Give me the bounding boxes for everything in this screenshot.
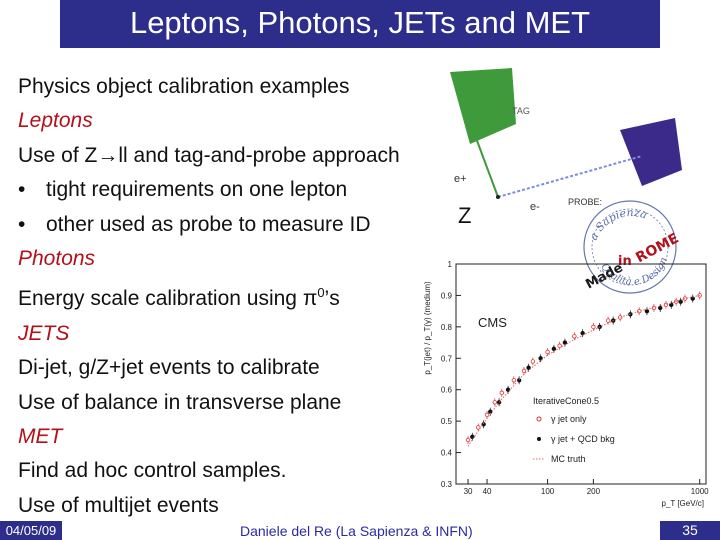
tag-label: TAG: [512, 106, 530, 116]
line-text: Use of multijet events: [18, 493, 219, 517]
probe-label: PROBE:: [568, 197, 602, 207]
section-heading: MET: [18, 420, 478, 454]
line-text: MET: [18, 425, 63, 449]
slide-body: Physics object calibration examples Lepto…: [18, 70, 478, 523]
y-tick-label: 0.9: [441, 291, 453, 300]
x-tick-label: 100: [541, 487, 555, 496]
text-line: Use of Z→ll and tag-and-probe approach: [18, 139, 478, 173]
line-superscript: 0: [317, 285, 325, 301]
y-tick-label: 0.7: [441, 354, 453, 363]
text-line: Use of multijet events: [18, 489, 478, 523]
footer-author: Daniele del Re (La Sapienza & INFN): [240, 523, 473, 539]
line-text: Find ad hoc control samples.: [18, 459, 287, 483]
line-text: Photons: [18, 247, 96, 271]
y-tick-label: 0.8: [441, 323, 453, 332]
e-minus-track: [497, 155, 643, 198]
data-point-gamma-jet: [492, 400, 498, 405]
line-text: Physics object calibration examples: [18, 75, 350, 98]
data-point-gamma-jet: [476, 425, 481, 430]
legend-entry: MC truth: [551, 454, 586, 464]
data-point-gamma-jet: [484, 412, 490, 418]
line-text: tight requirements on one lepton: [46, 178, 348, 202]
data-point-gamma-jet: [557, 343, 562, 348]
x-tick-label: 1000: [691, 487, 709, 496]
data-point-gamma-jet: [605, 318, 611, 323]
data-point-gamma-jet-qcd: [658, 305, 663, 311]
text-line: Find ad hoc control samples.: [18, 454, 478, 488]
y-axis-label: p_T(jet) / p_T(γ) (medium): [423, 281, 432, 375]
data-point-gamma-jet: [511, 378, 517, 383]
data-point-gamma-jet: [530, 359, 536, 364]
e-plus-label: e+: [454, 173, 467, 185]
data-point-gamma-jet-qcd: [562, 340, 568, 345]
data-point-gamma-jet-qcd: [580, 330, 585, 336]
text-line: Energy scale calibration using π0’s: [18, 276, 478, 316]
x-tick-label: 30: [464, 487, 473, 496]
bullet-item: other used as probe to measure ID: [18, 208, 478, 242]
line-text: other used as probe to measure ID: [46, 212, 371, 236]
section-heading: Photons: [18, 242, 478, 276]
bullet-item: tight requirements on one lepton: [18, 173, 478, 207]
data-point-gamma-jet: [651, 305, 657, 311]
text-line: Di-jet, g/Z+jet events to calibrate: [18, 351, 478, 385]
plot-frame: [455, 263, 707, 485]
data-point-gamma-jet-qcd: [526, 365, 531, 370]
data-point-gamma-jet: [591, 324, 596, 330]
line-tail: ’s: [324, 287, 340, 311]
legend-entry: γ jet only: [551, 414, 587, 424]
series-mc-truth-line: [467, 294, 700, 447]
line-text: Di-jet, g/Z+jet events to calibrate: [18, 356, 320, 380]
y-tick-label: 0.4: [441, 449, 453, 458]
data-point-gamma-jet-qcd: [488, 409, 493, 414]
text-line: Use of balance in transverse plane: [18, 386, 478, 420]
data-point-gamma-jet-qcd: [538, 356, 543, 361]
data-point-gamma-jet: [499, 390, 504, 396]
cms-watermark: CMS: [478, 315, 507, 330]
y-tick-label: 0.5: [441, 417, 453, 426]
line-text: Use of Z→ll and tag-and-probe approach: [18, 143, 400, 167]
text-line: Physics object calibration examples: [18, 70, 478, 104]
section-heading: Leptons: [18, 104, 478, 138]
data-point-gamma-jet-qcd: [678, 299, 683, 304]
probe-calorimeter-shape: [620, 118, 682, 186]
x-axis-label: p_T [GeV/c]: [661, 499, 704, 508]
z-label: Z: [458, 203, 472, 228]
line-text: JETS: [18, 321, 70, 345]
stamp-outer-text: a Sapienza: [587, 206, 649, 242]
data-point-gamma-jet-qcd: [481, 422, 486, 427]
y-tick-label: 1: [448, 260, 453, 269]
line-text: Energy scale calibration using π: [18, 287, 318, 311]
line-text: Use of balance in transverse plane: [18, 390, 342, 414]
data-point-gamma-jet: [572, 334, 577, 339]
made-in-rome-stamp: a Sapienza Qualità e Design Made in ROME: [583, 200, 682, 294]
section-heading: JETS: [18, 317, 478, 351]
vertex: [496, 195, 500, 199]
stamp-word-in: in: [618, 254, 632, 269]
data-point-gamma-jet: [465, 437, 471, 443]
data-point-gamma-jet: [545, 349, 550, 355]
e-minus-label: e-: [530, 201, 540, 213]
slide-title: Leptons, Photons, JETs and MET: [60, 0, 660, 48]
data-point-gamma-jet: [521, 368, 527, 374]
e-plus-track: [475, 137, 499, 198]
legend-marker: [537, 437, 541, 441]
x-tick-label: 200: [587, 487, 601, 496]
footer-date: 04/05/09: [0, 521, 62, 540]
line-text: Leptons: [18, 109, 93, 133]
data-point-gamma-jet-qcd: [551, 346, 557, 352]
y-tick-label: 0.3: [441, 480, 453, 489]
x-tick-label: 40: [483, 487, 492, 496]
y-tick-label: 0.6: [441, 386, 453, 395]
legend-header: IterativeCone0.5: [533, 396, 599, 406]
response-plot: 0.3 0.4 0.5 0.6 0.7 0.8 0.9 1 30 40 100 200 1000 p_T …: [423, 260, 709, 508]
legend-marker: [536, 416, 542, 422]
tag-probe-diagram: TAG PROBE: e+ e-: [450, 68, 682, 213]
data-point-gamma-jet-qcd: [644, 308, 650, 314]
legend-entry: γ jet + QCD bkg: [551, 434, 615, 444]
tag-calorimeter-shape: [450, 68, 516, 144]
footer-page-number: 35: [660, 521, 720, 540]
